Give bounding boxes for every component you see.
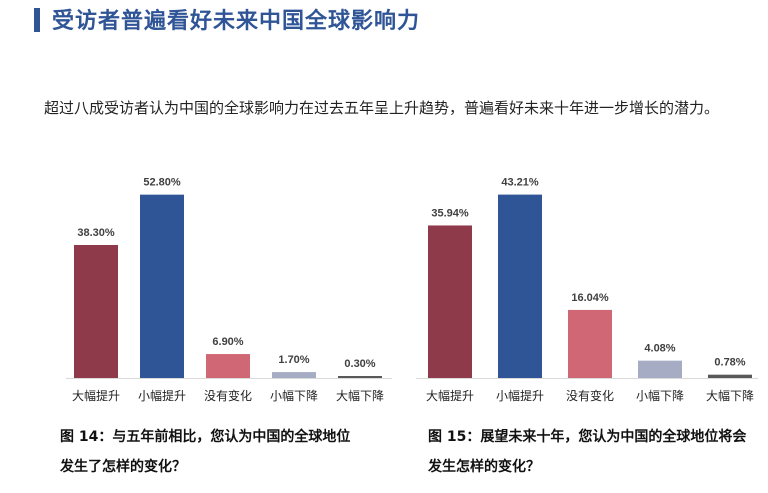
data-label: 43.21% — [501, 177, 539, 189]
chart-1: 38.30% 大幅提升 52.80% 小幅提升 6.90% 没有变化 1.70% 小幅下降 0.… — [66, 177, 392, 403]
data-label: 38.30% — [77, 227, 115, 239]
title-accent-bar — [34, 8, 40, 32]
bar-1 — [428, 225, 472, 378]
figure-14-caption: 图 14：与五年前相比，您认为中国的全球地位发生了怎样的变化？ — [60, 429, 351, 475]
data-label: 1.70% — [278, 354, 309, 366]
bar-4 — [638, 360, 682, 378]
chart-2: 35.94% 大幅提升 43.21% 小幅提升 16.04% 没有变化 4.08% 小幅下降 0… — [416, 177, 758, 403]
bar-1 — [74, 244, 118, 378]
bar-4 — [272, 372, 316, 378]
bar-2 — [498, 194, 542, 378]
bar-5 — [708, 374, 752, 378]
category-label: 小幅提升 — [138, 388, 186, 403]
data-label: 16.04% — [571, 292, 609, 304]
intro-paragraph: 超过八成受访者认为中国的全球影响力在过去五年呈上升趋势，普遍看好未来十年进一步增… — [44, 99, 720, 117]
page-title: 受访者普遍看好未来中国全球影响力 — [52, 9, 421, 34]
bar-3 — [206, 354, 250, 378]
bar-5 — [338, 376, 382, 378]
category-label: 大幅提升 — [72, 388, 120, 403]
category-label: 大幅下降 — [706, 388, 754, 403]
category-label: 没有变化 — [204, 388, 252, 403]
data-label: 0.78% — [714, 357, 745, 369]
category-label: 小幅提升 — [496, 388, 544, 403]
data-label: 4.08% — [644, 343, 675, 355]
category-label: 大幅提升 — [426, 388, 474, 403]
data-label: 52.80% — [143, 177, 181, 189]
category-label: 小幅下降 — [270, 388, 318, 403]
bar-2 — [140, 194, 184, 378]
data-label: 35.94% — [431, 207, 469, 219]
data-label: 0.30% — [344, 358, 375, 370]
bar-3 — [568, 309, 612, 378]
data-label: 6.90% — [212, 336, 243, 348]
figure-15-caption: 图 15：展望未来十年，您认为中国的全球地位将会发生怎样的变化？ — [428, 429, 747, 475]
category-label: 没有变化 — [566, 388, 614, 403]
category-label: 小幅下降 — [636, 388, 684, 403]
category-label: 大幅下降 — [336, 388, 384, 403]
